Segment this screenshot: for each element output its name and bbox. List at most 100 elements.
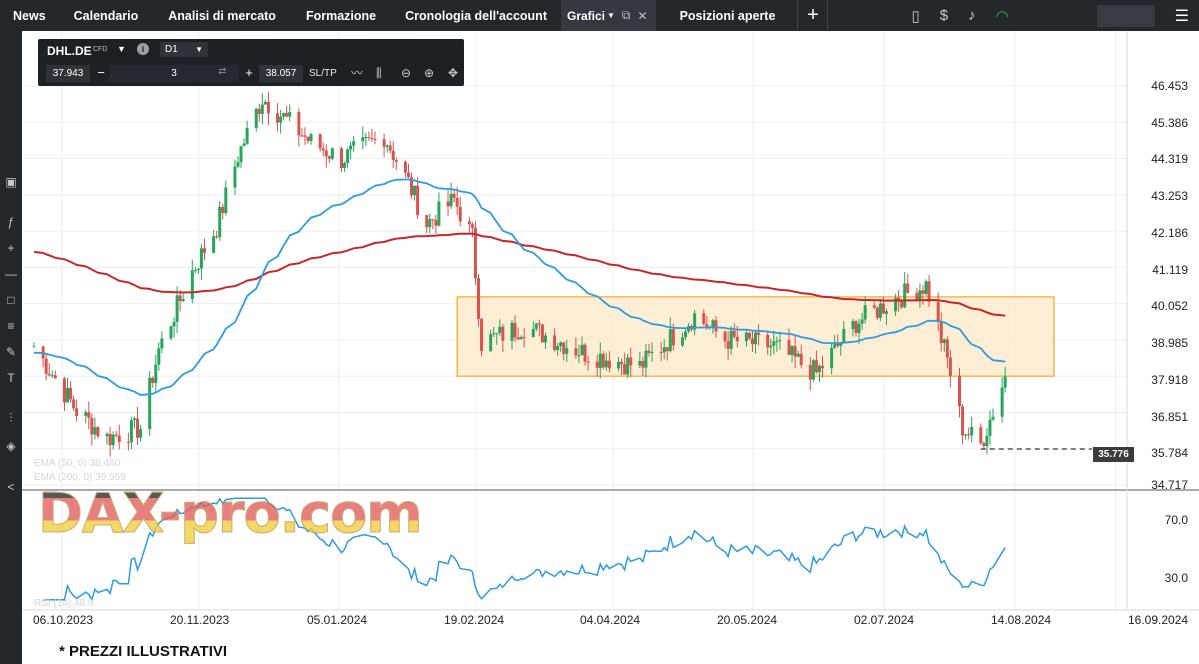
candle-body	[370, 138, 374, 140]
monitor-icon[interactable]: ▣	[5, 175, 17, 189]
close-icon[interactable]: ✕	[637, 8, 648, 23]
x-tick: 06.10.2023	[33, 613, 94, 627]
candle-body	[495, 332, 499, 334]
symbol-name[interactable]: DHL.DE	[47, 44, 92, 58]
candle-body	[684, 331, 688, 338]
candle-body	[714, 320, 718, 332]
candle-body	[793, 346, 797, 357]
candle-body	[839, 343, 843, 346]
candles-icon[interactable]: ⫼	[376, 66, 382, 80]
candle-body	[1003, 376, 1007, 388]
sync-icon[interactable]: ⇄	[218, 66, 227, 77]
candle-body	[242, 143, 246, 147]
sltp-button[interactable]: SL/TP	[309, 68, 337, 79]
candle-body	[939, 322, 943, 344]
candle-body	[309, 134, 313, 141]
candle-body	[221, 206, 225, 214]
pencil-icon[interactable]: ✎	[5, 345, 17, 359]
nav-market-analysis[interactable]: Analisi di mercato	[168, 8, 276, 23]
candle-body	[239, 146, 243, 163]
candle-body	[562, 342, 566, 354]
candle-body	[744, 332, 748, 342]
candle-body	[601, 353, 605, 368]
zoom-out-icon[interactable]: ⊖	[401, 66, 412, 80]
line-chart-icon[interactable]: 〰	[351, 66, 364, 80]
sell-button[interactable]: 37.943	[46, 65, 90, 82]
candle-body	[556, 345, 560, 351]
tab-charts[interactable]: Grafici ▼ ⧉ ✕	[560, 0, 656, 31]
support-price-tag: 35.776	[1093, 447, 1134, 462]
disclaimer: * PREZZI ILLUSTRATIVI	[59, 643, 228, 660]
candle-body	[361, 137, 365, 142]
candle-body	[394, 160, 398, 162]
nav-account-history[interactable]: Cronologia dell'account	[405, 8, 547, 23]
candle-body	[513, 322, 517, 338]
indicators-icon[interactable]: ⫶	[9, 411, 13, 425]
x-tick: 05.01.2024	[307, 613, 368, 627]
nav-calendar[interactable]: Calendario	[73, 8, 139, 23]
candle-body	[958, 375, 962, 407]
nav-news[interactable]: News	[13, 8, 46, 23]
account-box[interactable]	[1096, 4, 1155, 27]
rsi-tick: 70.0	[1164, 513, 1188, 527]
line-tool-icon[interactable]: —	[5, 267, 17, 281]
candle-body	[638, 360, 642, 366]
candle-body	[516, 337, 520, 340]
candle-body	[665, 347, 669, 352]
candle-body	[586, 361, 590, 363]
candle-body	[857, 323, 861, 334]
candle-body	[705, 324, 709, 329]
menu-icon[interactable]: ☰	[1174, 7, 1189, 25]
candle-body	[982, 443, 986, 447]
rsi-line	[43, 497, 1006, 602]
decrease-quantity-button[interactable]: −	[97, 65, 105, 80]
quantity-field[interactable]: 3	[109, 65, 239, 82]
candle-body	[979, 426, 983, 444]
popout-icon[interactable]: ⧉	[621, 8, 631, 22]
candle-body	[757, 332, 761, 335]
price-chart[interactable]: DAX-pro.com EMA (50, 0) 38.480 EMA (200,…	[22, 31, 1199, 643]
fibonacci-icon[interactable]: ≡	[7, 319, 15, 333]
dollar-icon[interactable]: $	[939, 7, 949, 24]
nav-education[interactable]: Formazione	[305, 8, 377, 23]
candle-body	[218, 206, 222, 238]
candle-body	[410, 177, 414, 196]
add-tab-button[interactable]: +	[797, 0, 829, 31]
candle-body	[936, 302, 940, 323]
candle-body	[136, 418, 140, 438]
chevron-down-icon[interactable]: ▼	[607, 11, 615, 20]
tab-open-positions[interactable]: Posizioni aperte	[679, 8, 776, 23]
candle-body	[647, 350, 651, 353]
candle-body	[967, 434, 971, 436]
candle-body	[324, 150, 328, 157]
timeframe-select[interactable]: D1 ▼	[160, 42, 208, 57]
candle-body	[425, 215, 429, 228]
candle-body	[65, 387, 69, 403]
timeframe-value: D1	[165, 44, 178, 55]
candle-body	[872, 305, 876, 308]
chevron-down-icon[interactable]: ▼	[117, 44, 126, 54]
candle-body	[492, 333, 496, 335]
crosshair-icon[interactable]: +	[7, 241, 15, 255]
candle-body	[799, 353, 803, 366]
candle-body	[346, 149, 350, 163]
function-icon[interactable]: ƒ	[7, 215, 15, 229]
increase-quantity-button[interactable]: +	[245, 65, 253, 80]
buy-button[interactable]: 38.057	[259, 65, 303, 82]
zoom-in-icon[interactable]: ⊕	[424, 66, 435, 80]
layout-icon[interactable]: ▯	[911, 7, 920, 25]
y-tick: 38.985	[1151, 336, 1188, 350]
chart-canvas[interactable]	[22, 31, 1199, 643]
rectangle-icon[interactable]: □	[7, 293, 15, 307]
candle-body	[860, 319, 864, 324]
bell-icon[interactable]: ♪	[968, 7, 976, 24]
candle-body	[154, 364, 158, 384]
text-icon[interactable]: T	[7, 371, 15, 385]
candle-body	[1000, 387, 1004, 417]
candle-body	[193, 269, 197, 271]
layers-icon[interactable]: ◈	[6, 439, 16, 453]
share-icon[interactable]: <	[7, 480, 15, 494]
info-icon[interactable]: i	[137, 43, 149, 55]
move-icon[interactable]: ✥	[448, 66, 459, 80]
y-tick: 36.851	[1151, 410, 1188, 424]
